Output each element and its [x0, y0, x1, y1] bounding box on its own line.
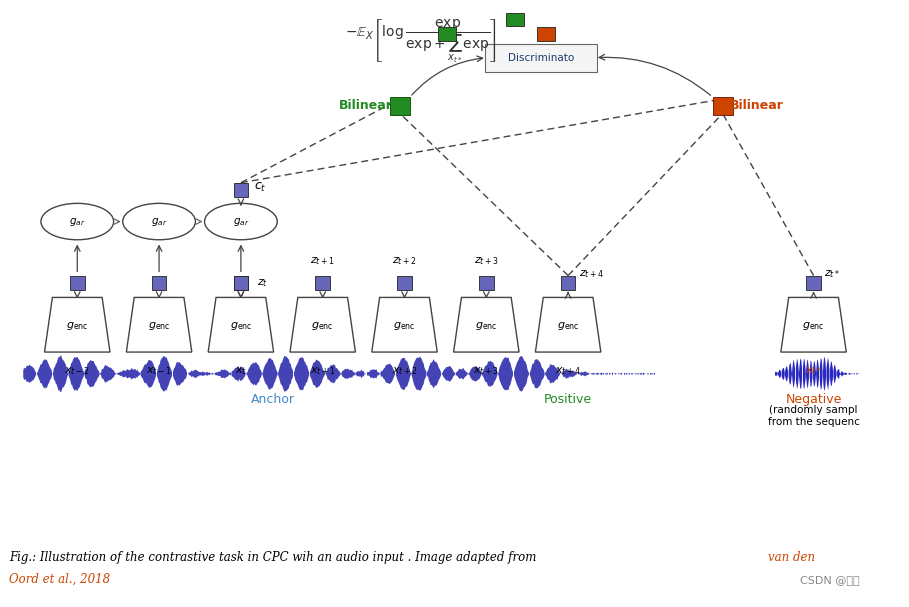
Polygon shape — [126, 297, 192, 352]
Bar — [506, 13, 524, 26]
Text: $g_{\mathrm{enc}}$: $g_{\mathrm{enc}}$ — [803, 320, 824, 332]
Text: Fig.: Illustration of the contrastive task in CPC wih an audio input . Image ada: Fig.: Illustration of the contrastive ta… — [9, 551, 540, 564]
Bar — [70, 276, 85, 290]
Text: Positive: Positive — [544, 393, 592, 405]
Text: $g_{\mathrm{enc}}$: $g_{\mathrm{enc}}$ — [230, 320, 252, 332]
Text: Discriminato: Discriminato — [508, 53, 574, 63]
Ellipse shape — [123, 203, 195, 240]
Text: $g_{\mathrm{enc}}$: $g_{\mathrm{enc}}$ — [66, 320, 88, 332]
Text: $x_{t*}$: $x_{t*}$ — [805, 365, 822, 378]
Text: CSDN @藏晓: CSDN @藏晓 — [800, 575, 860, 585]
Polygon shape — [208, 297, 274, 352]
Text: $z_{t+4}$: $z_{t+4}$ — [579, 268, 604, 280]
Text: $x_{t+3}$: $x_{t+3}$ — [474, 365, 499, 378]
Text: $x_{t+1}$: $x_{t+1}$ — [310, 365, 335, 378]
Bar — [234, 276, 248, 290]
Text: $-\mathbb{E}_X \left[ \log \dfrac{\mathrm{exp}}{\mathrm{exp} + \sum_{x_{t*}} \ma: $-\mathbb{E}_X \left[ \log \dfrac{\mathr… — [345, 18, 497, 66]
Text: $x_{t-2}$: $x_{t-2}$ — [65, 365, 90, 378]
Text: Oord et al., 2018: Oord et al., 2018 — [9, 573, 110, 586]
Text: (randomly sampl: (randomly sampl — [769, 405, 858, 415]
Text: $x_{t+2}$: $x_{t+2}$ — [392, 365, 417, 378]
Polygon shape — [45, 297, 110, 352]
Text: Bilinear: Bilinear — [339, 98, 393, 112]
Bar — [438, 27, 456, 41]
Bar — [537, 27, 555, 41]
Text: $z_{t+1}$: $z_{t+1}$ — [310, 256, 335, 267]
Text: $x_{t+4}$: $x_{t+4}$ — [555, 365, 581, 378]
Text: from the sequenс: from the sequenс — [767, 417, 860, 427]
Text: $g_{\mathrm{enc}}$: $g_{\mathrm{enc}}$ — [148, 320, 170, 332]
Text: $g_{\mathrm{enc}}$: $g_{\mathrm{enc}}$ — [394, 320, 415, 332]
Bar — [234, 183, 248, 197]
Text: $c_t$: $c_t$ — [254, 180, 266, 194]
Text: $g_{ar}$: $g_{ar}$ — [151, 215, 167, 228]
Bar — [806, 276, 821, 290]
Polygon shape — [781, 297, 846, 352]
Ellipse shape — [205, 203, 277, 240]
Bar — [234, 276, 248, 290]
Bar — [315, 276, 330, 290]
Polygon shape — [454, 297, 519, 352]
Text: $z_t$: $z_t$ — [257, 277, 268, 289]
Text: $g_{\mathrm{enc}}$: $g_{\mathrm{enc}}$ — [312, 320, 334, 332]
FancyBboxPatch shape — [485, 44, 596, 72]
Text: $z_{t+2}$: $z_{t+2}$ — [392, 256, 417, 267]
Polygon shape — [535, 297, 601, 352]
Bar — [561, 276, 575, 290]
Text: $g_{\mathrm{enc}}$: $g_{\mathrm{enc}}$ — [557, 320, 579, 332]
Text: $z_{t*}$: $z_{t*}$ — [824, 268, 841, 280]
Bar — [713, 97, 733, 115]
Text: Anchor: Anchor — [251, 393, 295, 405]
Bar — [152, 276, 166, 290]
Text: $g_{\mathrm{enc}}$: $g_{\mathrm{enc}}$ — [475, 320, 497, 332]
Polygon shape — [290, 297, 355, 352]
Text: van den: van den — [768, 551, 815, 564]
Ellipse shape — [41, 203, 114, 240]
Text: $x_t$: $x_t$ — [235, 365, 247, 378]
Text: Bilinear: Bilinear — [730, 98, 784, 112]
Bar — [390, 97, 410, 115]
Bar — [397, 276, 412, 290]
Text: $x_{t-1}$: $x_{t-1}$ — [146, 365, 172, 378]
Bar — [479, 276, 494, 290]
Text: $z_{t+3}$: $z_{t+3}$ — [474, 256, 499, 267]
Polygon shape — [372, 297, 437, 352]
Text: Negative: Negative — [785, 393, 842, 405]
Text: $g_{ar}$: $g_{ar}$ — [69, 215, 85, 228]
Text: $g_{ar}$: $g_{ar}$ — [233, 215, 249, 228]
